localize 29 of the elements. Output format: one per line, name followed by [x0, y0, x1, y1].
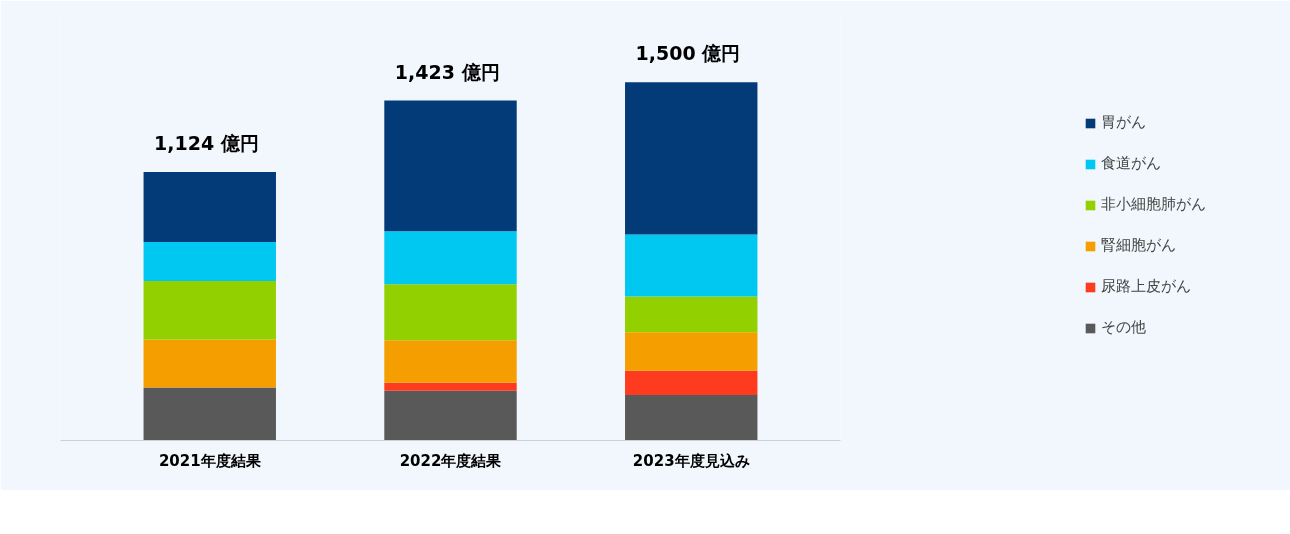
bar — [143, 339, 276, 388]
legend-label: 食道がん — [1101, 154, 1161, 173]
bar — [625, 82, 758, 235]
bar — [143, 241, 276, 282]
bar — [384, 382, 517, 391]
x-tick-label: 2021年度結果 — [158, 451, 262, 470]
annotation: 1,423 億円 — [394, 60, 500, 83]
legend-label: 非小細胞肺がん — [1101, 195, 1206, 214]
bar — [384, 390, 517, 441]
annotation: 1,124 億円 — [154, 132, 259, 155]
bar — [625, 370, 758, 395]
bar — [384, 231, 517, 285]
bar — [625, 332, 758, 371]
annotation: 1,500 億円 — [635, 42, 741, 65]
x-tick-label: 2022年度結果 — [399, 451, 503, 470]
bar — [143, 281, 276, 340]
legend-label: その他 — [1101, 318, 1146, 337]
x-tick-label: 2023年度見込み — [632, 451, 750, 470]
bar — [384, 100, 517, 232]
legend-label: 腎細胞がん — [1101, 236, 1176, 255]
bar — [384, 284, 517, 341]
legend-label: 尿路上皮がん — [1101, 277, 1191, 296]
bar — [143, 172, 276, 242]
bar — [143, 387, 276, 441]
bar — [625, 296, 758, 333]
bar — [625, 234, 758, 297]
legend-label: 胃がん — [1101, 113, 1146, 132]
bar — [625, 394, 758, 441]
bar — [384, 340, 517, 383]
